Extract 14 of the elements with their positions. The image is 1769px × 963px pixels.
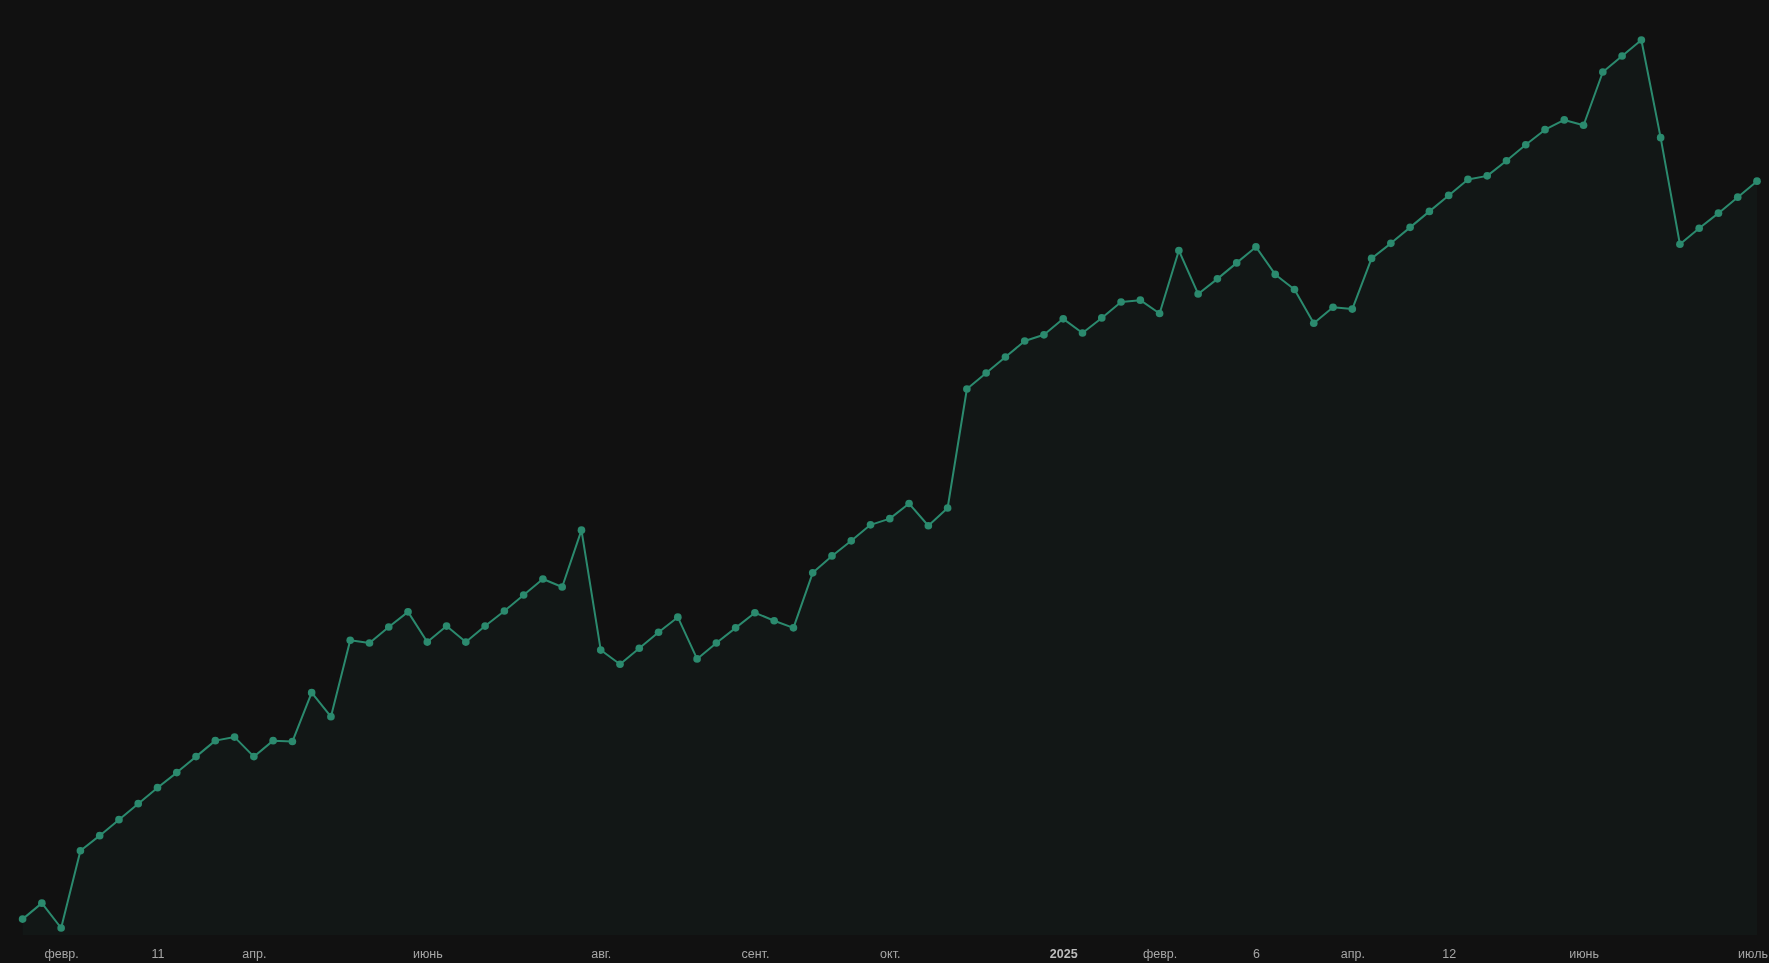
x-tick-label: июнь bbox=[412, 946, 443, 961]
x-tick-label: окт. bbox=[880, 946, 901, 961]
x-tick-label: февр. bbox=[44, 946, 79, 961]
x-tick-label: апр. bbox=[1340, 946, 1365, 961]
x-tick-label: февр. bbox=[1142, 946, 1178, 961]
x-tick-label: 6 bbox=[1252, 946, 1260, 961]
x-tick-label: июль bbox=[1738, 946, 1768, 961]
x-tick-label: авг. bbox=[591, 946, 612, 961]
x-tick-label: 12 bbox=[1442, 946, 1457, 961]
x-tick-label: 11 bbox=[151, 946, 165, 961]
x-tick-label: апр. bbox=[242, 946, 267, 961]
x-tick-label: 2025 bbox=[1049, 946, 1078, 961]
x-tick-label: сент. bbox=[741, 946, 770, 961]
x-tick-label: июнь bbox=[1569, 946, 1599, 961]
